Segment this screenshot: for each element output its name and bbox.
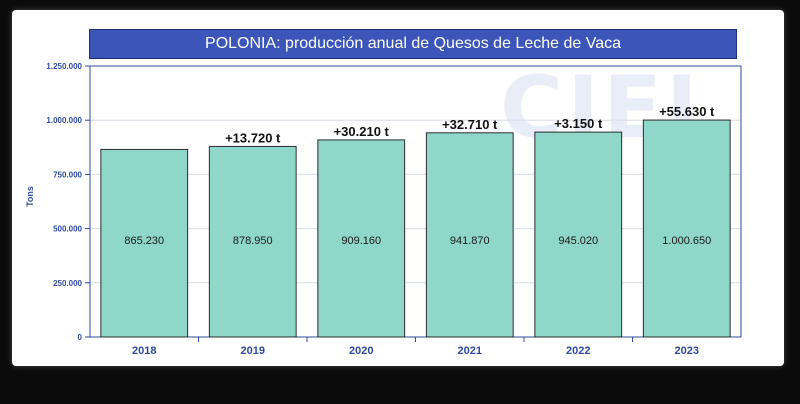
y-tick-label: 0 xyxy=(78,333,83,342)
y-tick-label: 1.000.000 xyxy=(46,116,82,125)
y-tick-label: 1.250.000 xyxy=(46,62,82,71)
y-axis-label: Tons xyxy=(25,186,35,207)
bar xyxy=(534,131,623,338)
bar-value-label: 945.020 xyxy=(558,235,598,247)
bar-value-label: 865.230 xyxy=(124,235,164,247)
y-tick-label: 750.000 xyxy=(53,170,82,179)
chart-title: POLONIA: producción anual de Quesos de L… xyxy=(89,29,737,59)
bar xyxy=(317,139,406,338)
y-tick-label: 500.000 xyxy=(53,225,82,234)
bar xyxy=(642,119,731,338)
bar xyxy=(100,148,189,338)
bar-value-label: 941.870 xyxy=(450,235,490,247)
change-label: +32.710 t xyxy=(442,117,498,132)
bar-value-label: 909.160 xyxy=(341,235,381,247)
x-tick-label: 2018 xyxy=(132,345,156,357)
bar-value-label: 878.950 xyxy=(233,235,273,247)
bar-value-label: 1.000.650 xyxy=(662,235,711,247)
x-tick-label: 2020 xyxy=(349,345,373,357)
y-tick-label: 250.000 xyxy=(53,279,82,288)
change-label: +55.630 t xyxy=(659,104,715,119)
change-label: +13.720 t xyxy=(225,130,281,145)
x-tick-label: 2023 xyxy=(675,345,699,357)
x-tick-label: 2022 xyxy=(566,345,590,357)
change-label: +30.210 t xyxy=(334,124,390,139)
bar xyxy=(425,132,514,338)
x-tick-label: 2021 xyxy=(458,345,482,357)
bar xyxy=(208,145,297,338)
change-label: +3.150 t xyxy=(554,116,603,131)
x-tick-label: 2019 xyxy=(241,345,265,357)
